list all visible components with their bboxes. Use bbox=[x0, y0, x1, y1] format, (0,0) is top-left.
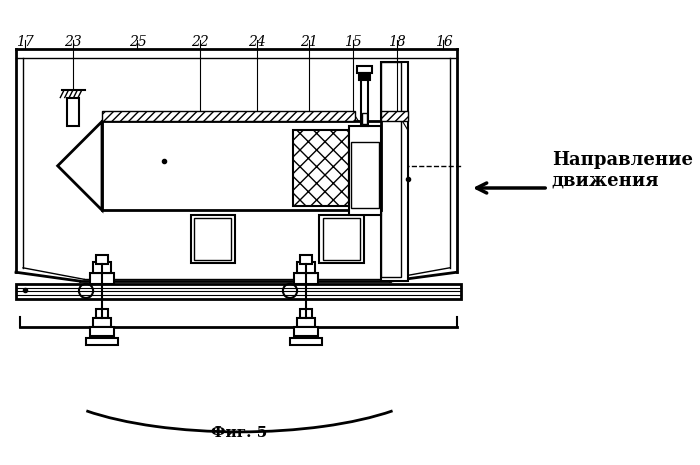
Bar bbox=[293, 273, 319, 284]
Text: 17: 17 bbox=[16, 34, 34, 48]
Text: 25: 25 bbox=[129, 34, 146, 48]
Bar bbox=[382, 62, 401, 277]
Bar bbox=[290, 338, 322, 345]
Bar bbox=[382, 111, 408, 121]
Bar bbox=[297, 262, 315, 273]
Text: 22: 22 bbox=[190, 34, 209, 48]
Bar bbox=[300, 255, 312, 264]
Bar bbox=[319, 215, 363, 263]
Text: Направление
движения: Направление движения bbox=[552, 151, 692, 190]
Bar bbox=[93, 319, 111, 327]
Bar bbox=[358, 66, 372, 73]
Text: 24: 24 bbox=[248, 34, 266, 48]
Bar bbox=[96, 255, 108, 264]
Bar bbox=[16, 284, 461, 299]
Bar bbox=[382, 62, 408, 281]
Bar bbox=[300, 310, 312, 319]
Bar bbox=[323, 218, 360, 260]
Text: Фиг. 5: Фиг. 5 bbox=[211, 425, 267, 440]
Bar bbox=[293, 130, 349, 206]
Bar bbox=[93, 262, 111, 273]
Text: 21: 21 bbox=[300, 34, 318, 48]
Text: 15: 15 bbox=[344, 34, 362, 48]
Text: 23: 23 bbox=[64, 34, 82, 48]
Bar bbox=[86, 338, 118, 345]
Bar bbox=[349, 126, 382, 215]
Bar bbox=[362, 113, 368, 124]
Bar bbox=[359, 73, 370, 80]
Text: 16: 16 bbox=[435, 34, 452, 48]
Bar bbox=[90, 273, 114, 284]
Bar bbox=[293, 327, 319, 336]
Polygon shape bbox=[57, 121, 102, 210]
Bar bbox=[90, 327, 114, 336]
Text: 18: 18 bbox=[389, 34, 406, 48]
Bar bbox=[297, 319, 315, 327]
Bar bbox=[361, 73, 368, 126]
Bar bbox=[96, 310, 108, 319]
Bar bbox=[102, 111, 355, 121]
Bar bbox=[102, 121, 382, 210]
Bar bbox=[194, 218, 232, 260]
Bar bbox=[190, 215, 235, 263]
Bar bbox=[351, 142, 379, 207]
Bar bbox=[66, 98, 79, 126]
